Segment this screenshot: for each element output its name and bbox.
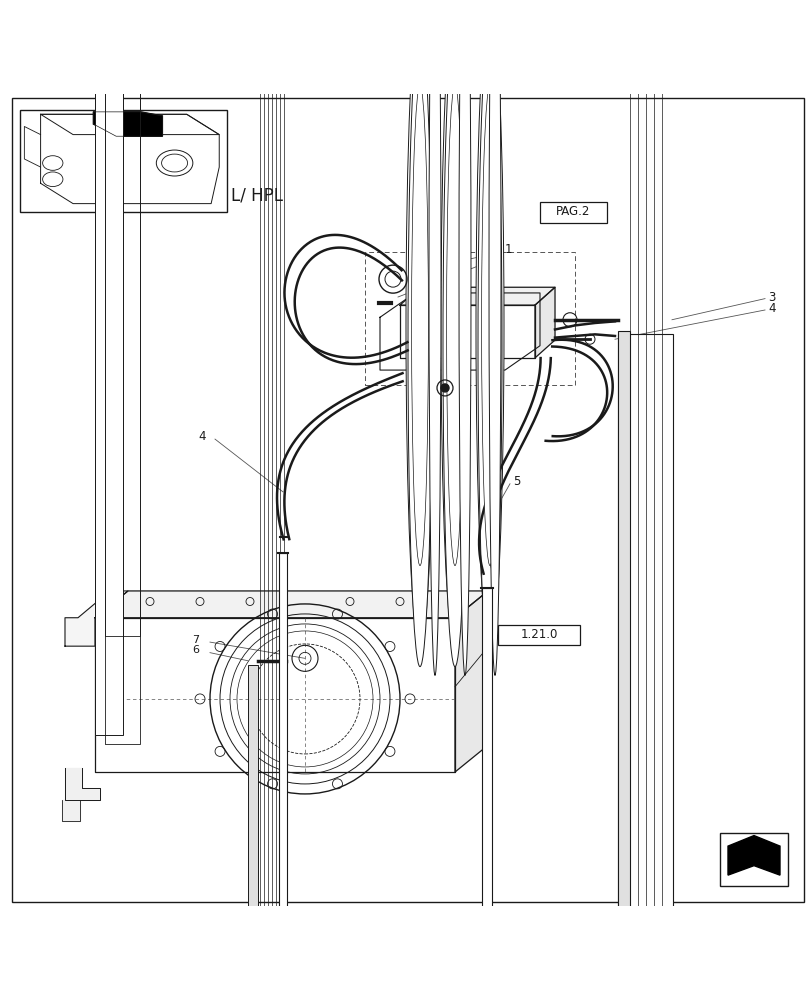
Text: 5: 5: [513, 475, 520, 488]
Ellipse shape: [475, 5, 504, 646]
Text: 2: 2: [487, 256, 494, 269]
Ellipse shape: [446, 85, 463, 566]
Polygon shape: [534, 287, 554, 358]
Bar: [365, 252, 574, 385]
Polygon shape: [400, 305, 534, 358]
Ellipse shape: [161, 154, 187, 172]
Ellipse shape: [458, 0, 470, 675]
Bar: [95, 0, 122, 638]
Text: PAG.2: PAG.2: [556, 205, 590, 218]
Ellipse shape: [156, 150, 192, 176]
Ellipse shape: [428, 0, 440, 675]
Polygon shape: [93, 112, 162, 136]
Polygon shape: [380, 293, 539, 370]
Text: 4: 4: [198, 430, 205, 443]
Ellipse shape: [443, 25, 466, 667]
Polygon shape: [95, 591, 487, 618]
Polygon shape: [65, 768, 100, 800]
Bar: [105, 0, 139, 636]
Bar: [247, 665, 258, 1000]
Ellipse shape: [478, 25, 501, 667]
Ellipse shape: [42, 156, 63, 170]
Text: 3: 3: [767, 291, 775, 304]
Text: 4: 4: [767, 302, 775, 315]
Ellipse shape: [411, 85, 428, 566]
Ellipse shape: [407, 25, 431, 667]
Text: L/ HPL: L/ HPL: [231, 187, 283, 205]
Polygon shape: [65, 591, 128, 646]
Text: 1: 1: [504, 243, 512, 256]
Circle shape: [440, 384, 448, 392]
Ellipse shape: [488, 0, 500, 675]
Ellipse shape: [42, 172, 63, 187]
Bar: [497, 625, 579, 645]
Text: 1.21.0: 1.21.0: [520, 628, 557, 641]
Ellipse shape: [481, 85, 498, 566]
Bar: [105, 0, 139, 744]
Ellipse shape: [406, 5, 433, 646]
Polygon shape: [41, 114, 219, 204]
Polygon shape: [62, 800, 80, 821]
Ellipse shape: [440, 5, 469, 646]
Text: 7: 7: [191, 635, 199, 645]
Bar: [617, 334, 672, 1000]
Text: 6: 6: [191, 645, 199, 655]
Bar: [617, 331, 629, 1000]
Polygon shape: [454, 591, 487, 772]
Bar: [20, 110, 227, 212]
Bar: [719, 833, 787, 886]
Bar: [279, 553, 286, 1000]
Polygon shape: [727, 836, 779, 875]
Polygon shape: [95, 618, 454, 772]
Polygon shape: [400, 287, 554, 305]
Bar: [95, 0, 122, 735]
Bar: [482, 588, 491, 1000]
Bar: [539, 202, 606, 223]
